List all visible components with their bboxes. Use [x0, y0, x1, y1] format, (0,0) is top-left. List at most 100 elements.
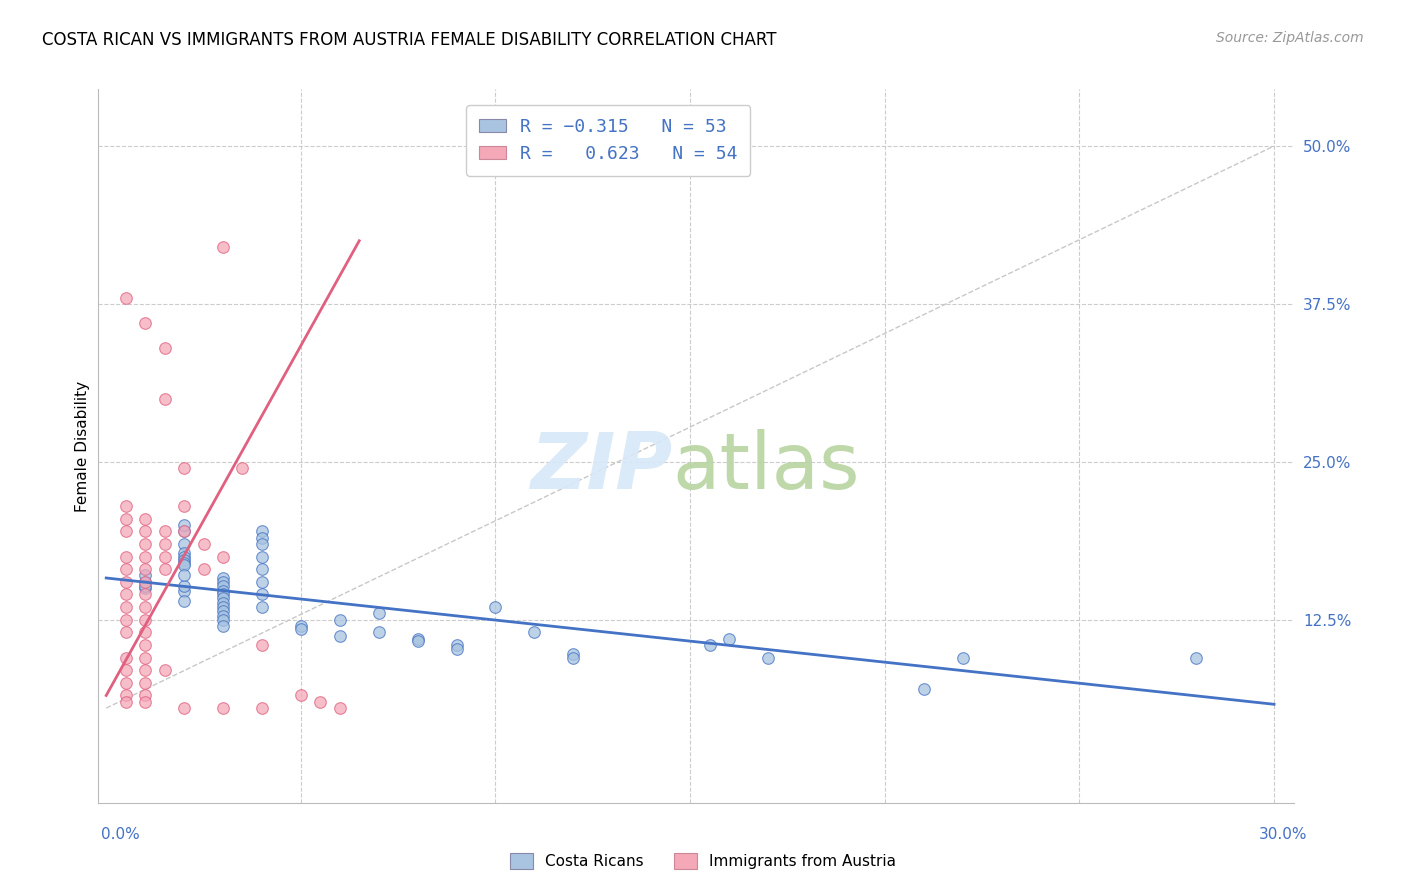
Point: [912, 682, 935, 697]
Point: [406, 634, 429, 648]
Point: [153, 392, 176, 406]
Text: 30.0%: 30.0%: [1260, 827, 1308, 841]
Point: [134, 638, 156, 652]
Point: [212, 240, 235, 254]
Text: ZIP: ZIP: [530, 429, 672, 506]
Point: [250, 600, 273, 615]
Point: [114, 574, 136, 589]
Point: [173, 461, 195, 475]
Point: [134, 549, 156, 564]
Point: [250, 574, 273, 589]
Point: [134, 316, 156, 330]
Point: [212, 613, 235, 627]
Point: [231, 461, 253, 475]
Point: [562, 650, 585, 665]
Point: [212, 701, 235, 715]
Point: [212, 591, 235, 606]
Point: [212, 587, 235, 601]
Point: [212, 578, 235, 592]
Point: [134, 574, 156, 589]
Point: [114, 695, 136, 709]
Point: [290, 689, 312, 703]
Point: [250, 537, 273, 551]
Point: [134, 537, 156, 551]
Point: [114, 689, 136, 703]
Point: [290, 619, 312, 633]
Point: [173, 499, 195, 513]
Point: [193, 537, 215, 551]
Point: [173, 549, 195, 564]
Point: [523, 625, 546, 640]
Point: [367, 625, 389, 640]
Point: [134, 613, 156, 627]
Point: [153, 562, 176, 576]
Point: [134, 574, 156, 589]
Point: [134, 578, 156, 592]
Point: [114, 613, 136, 627]
Point: [114, 587, 136, 601]
Point: [173, 524, 195, 539]
Point: [250, 562, 273, 576]
Point: [173, 593, 195, 607]
Point: [212, 600, 235, 615]
Point: [114, 562, 136, 576]
Point: [134, 663, 156, 677]
Text: COSTA RICAN VS IMMIGRANTS FROM AUSTRIA FEMALE DISABILITY CORRELATION CHART: COSTA RICAN VS IMMIGRANTS FROM AUSTRIA F…: [42, 31, 776, 49]
Point: [250, 638, 273, 652]
Point: [212, 608, 235, 623]
Point: [173, 537, 195, 551]
Point: [718, 632, 741, 646]
Point: [446, 638, 468, 652]
Point: [212, 604, 235, 618]
Point: [173, 701, 195, 715]
Point: [250, 549, 273, 564]
Point: [329, 629, 352, 643]
Point: [756, 650, 779, 665]
Point: [173, 558, 195, 573]
Point: [212, 574, 235, 589]
Point: [134, 587, 156, 601]
Point: [250, 701, 273, 715]
Point: [114, 650, 136, 665]
Point: [699, 638, 721, 652]
Point: [134, 675, 156, 690]
Point: [134, 568, 156, 582]
Point: [114, 663, 136, 677]
Legend: Costa Ricans, Immigrants from Austria: Costa Ricans, Immigrants from Austria: [503, 847, 903, 875]
Point: [173, 546, 195, 560]
Point: [173, 556, 195, 570]
Point: [114, 524, 136, 539]
Point: [173, 517, 195, 532]
Y-axis label: Female Disability: Female Disability: [75, 380, 90, 512]
Point: [114, 625, 136, 640]
Point: [952, 650, 974, 665]
Point: [212, 583, 235, 598]
Point: [562, 647, 585, 661]
Point: [173, 553, 195, 567]
Point: [193, 562, 215, 576]
Point: [134, 581, 156, 595]
Point: [484, 600, 506, 615]
Point: [134, 695, 156, 709]
Point: [153, 549, 176, 564]
Point: [173, 583, 195, 598]
Point: [329, 613, 352, 627]
Point: [212, 596, 235, 610]
Point: [134, 562, 156, 576]
Point: [250, 531, 273, 545]
Point: [153, 663, 176, 677]
Point: [212, 571, 235, 585]
Point: [290, 622, 312, 636]
Text: Source: ZipAtlas.com: Source: ZipAtlas.com: [1216, 31, 1364, 45]
Point: [114, 549, 136, 564]
Point: [134, 524, 156, 539]
Point: [134, 650, 156, 665]
Point: [114, 499, 136, 513]
Point: [212, 549, 235, 564]
Text: atlas: atlas: [672, 429, 859, 506]
Text: 0.0%: 0.0%: [101, 827, 141, 841]
Point: [309, 695, 332, 709]
Point: [114, 291, 136, 305]
Point: [153, 537, 176, 551]
Point: [134, 625, 156, 640]
